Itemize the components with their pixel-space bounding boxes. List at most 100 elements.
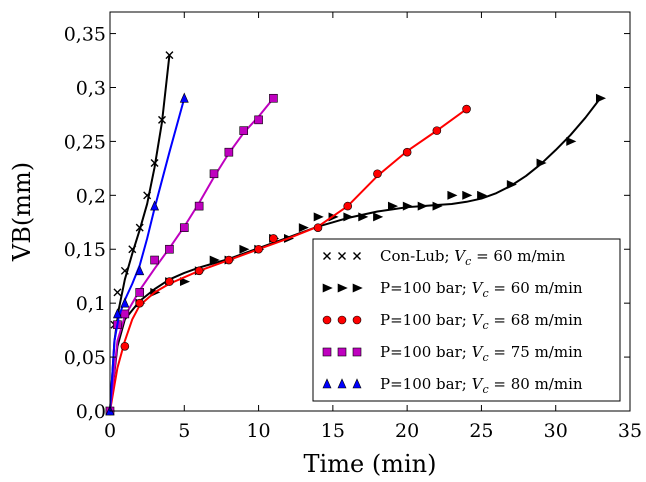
data-point	[313, 212, 324, 222]
data-point	[120, 266, 129, 275]
data-point	[417, 201, 428, 211]
legend-marker	[322, 378, 332, 389]
data-point	[165, 277, 174, 286]
legend-marker	[322, 315, 332, 325]
data-point	[254, 244, 263, 254]
x-tick-label: 30	[544, 420, 568, 442]
y-tick-label: 0,25	[64, 131, 106, 153]
data-point	[343, 212, 354, 222]
legend-label-symbol: V	[472, 375, 485, 393]
data-point	[194, 201, 204, 211]
x-tick-label: 5	[178, 420, 190, 442]
data-point	[462, 104, 471, 114]
legend-label-suffix: = 68 m/min	[489, 311, 583, 329]
data-point	[254, 115, 263, 125]
legend-marker	[323, 252, 331, 260]
data-point	[373, 212, 384, 222]
data-point	[209, 169, 219, 179]
legend-label-prefix: P=100 bar;	[380, 375, 472, 393]
data-point	[150, 158, 159, 167]
legend-marker	[352, 283, 363, 293]
legend-entry-4: P=100 bar; Vc = 80 m/min	[322, 375, 583, 396]
y-axis-title: VB(mm)	[8, 162, 36, 262]
legend-label-suffix: = 80 m/min	[489, 375, 583, 393]
data-point	[224, 255, 234, 265]
data-point	[462, 190, 473, 200]
data-point	[135, 298, 145, 308]
x-tick-label: 20	[395, 420, 419, 442]
data-point	[150, 255, 159, 265]
legend: Con-Lub; Vc = 60 m/min P=100 bar; Vc = 60…	[312, 238, 621, 402]
legend-entry-0: Con-Lub; Vc = 60 m/min	[323, 247, 566, 268]
legend-marker	[352, 347, 362, 357]
data-point	[135, 265, 145, 276]
x-axis-title: Time (min)	[304, 450, 437, 478]
data-point	[158, 115, 166, 124]
legend-marker	[337, 315, 347, 325]
data-point	[128, 245, 137, 254]
legend-label-subscript: c	[482, 319, 488, 332]
data-point	[595, 93, 607, 103]
data-point	[343, 201, 353, 211]
data-point	[566, 136, 577, 146]
x-tick-label: 35	[618, 420, 642, 442]
legend-marker	[352, 378, 362, 389]
legend-marker	[337, 378, 347, 389]
legend-label-subscript: c	[482, 351, 488, 364]
data-point	[298, 223, 309, 233]
data-point	[112, 308, 122, 319]
y-tick-label: 0,05	[64, 347, 106, 369]
data-point	[179, 92, 189, 103]
legend-label: P=100 bar; Vc = 60 m/min	[380, 279, 583, 300]
data-point	[447, 190, 458, 200]
data-point	[209, 255, 220, 265]
legend-label: Con-Lub; Vc = 60 m/min	[380, 247, 566, 268]
legend-label-prefix: P=100 bar;	[380, 279, 472, 297]
legend-marker	[322, 347, 332, 357]
legend-marker	[338, 252, 346, 260]
y-tick-label: 0,2	[76, 185, 106, 207]
data-point	[402, 201, 413, 211]
data-point	[135, 223, 144, 232]
data-point	[120, 297, 130, 308]
legend-label-suffix: = 60 m/min	[489, 279, 583, 297]
legend-label-symbol: V	[472, 279, 485, 297]
data-point	[150, 200, 160, 211]
legend-marker	[337, 347, 347, 357]
legend-marker	[337, 283, 348, 293]
data-point	[269, 93, 278, 103]
data-point	[194, 266, 204, 276]
data-point	[120, 309, 130, 319]
legend-label-symbol: V	[472, 343, 485, 361]
x-tick-label: 15	[321, 420, 345, 442]
legend-label-prefix: P=100 bar;	[380, 311, 472, 329]
data-point	[239, 244, 250, 254]
data-point	[536, 158, 547, 168]
data-point	[165, 244, 174, 254]
data-point	[239, 126, 249, 135]
data-point	[224, 147, 234, 157]
y-tick-label: 0,35	[64, 24, 106, 46]
data-point	[120, 341, 130, 351]
legend-entry-2: P=100 bar; Vc = 68 m/min	[322, 311, 583, 332]
legend-marker	[353, 252, 361, 260]
data-point	[143, 191, 152, 200]
legend-label-subscript: c	[482, 383, 488, 396]
data-point	[135, 288, 145, 297]
legend-label-subscript: c	[465, 255, 471, 268]
y-tick-label: 0,1	[76, 293, 106, 315]
data-point	[432, 201, 443, 211]
x-tick-label: 25	[469, 420, 493, 442]
ticks-layer: 0 5 10 15 20 25 30 35 0,0 0,05 0,1 0,15 0,2 0,25 0,3 0,…	[64, 12, 642, 442]
legend-label-symbol: V	[472, 311, 485, 329]
series-layer	[105, 51, 607, 416]
data-point	[179, 277, 191, 287]
legend-entry-3: P=100 bar; Vc = 75 m/min	[322, 343, 583, 364]
plot-frame	[109, 11, 631, 412]
legend-label: P=100 bar; Vc = 68 m/min	[380, 311, 583, 332]
data-point	[269, 234, 278, 243]
x-tick-label: 10	[246, 420, 270, 442]
data-point	[313, 223, 323, 232]
series-4	[105, 92, 189, 416]
